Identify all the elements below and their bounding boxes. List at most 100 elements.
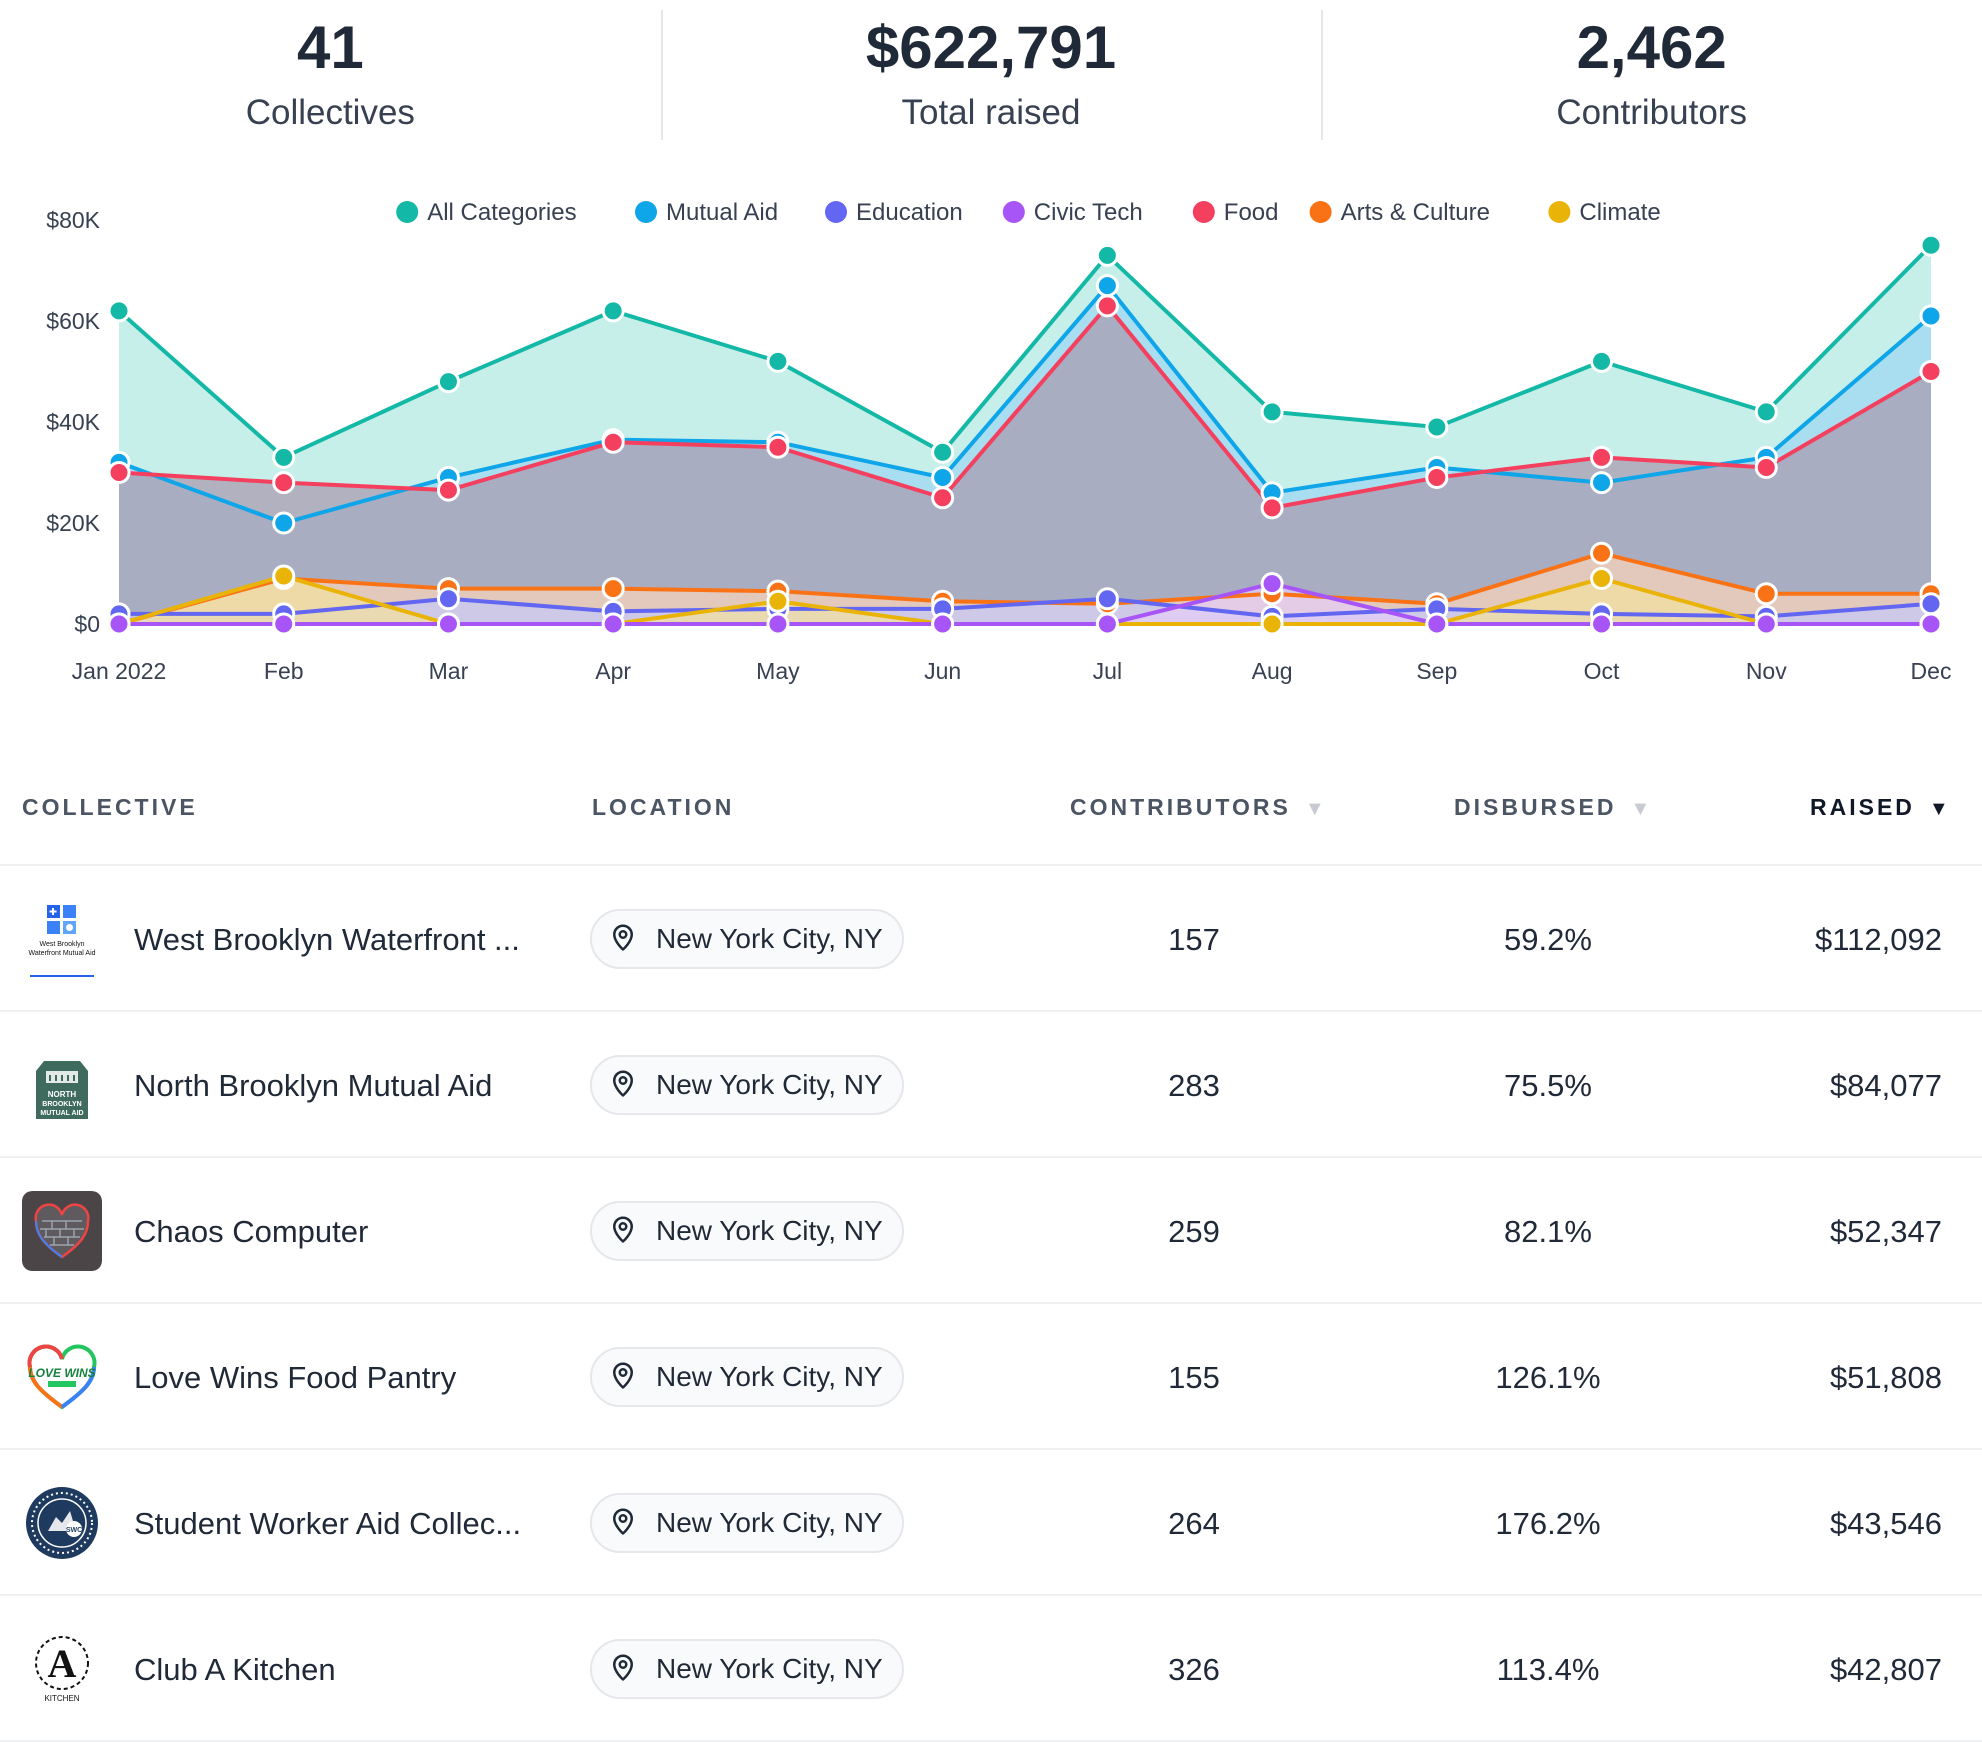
data-point — [601, 577, 625, 601]
data-point — [766, 349, 790, 373]
contributors-count: 259 — [1168, 1214, 1220, 1249]
location-text: New York City, NY — [656, 923, 883, 954]
location-tag[interactable]: New York City, NY — [590, 1201, 904, 1261]
location-text: New York City, NY — [656, 1507, 883, 1538]
collective-name-link[interactable]: Chaos Computer — [134, 1214, 369, 1249]
raised-over-time-chart: $0 $20K $40K $60K $80K Jan 2022 Feb Mar Apr May Ju… — [0, 180, 1982, 700]
map-pin-icon — [608, 1652, 656, 1687]
series-line — [118, 303, 1933, 510]
data-point — [1590, 612, 1614, 636]
map-pin-icon — [608, 1068, 656, 1103]
collective-name-link[interactable]: Club A Kitchen — [134, 1652, 336, 1687]
disbursed-percent: 75.5% — [1504, 1068, 1592, 1103]
data-point — [1260, 400, 1284, 424]
stat-label: Contributors — [1556, 93, 1747, 132]
column-header-disbursed[interactable]: DISBURSED ▼ — [1454, 792, 1650, 824]
disbursed-percent: 126.1% — [1495, 1360, 1601, 1395]
x-tick-label: Sep — [1416, 658, 1457, 684]
svg-text:KITCHEN: KITCHEN — [44, 1694, 79, 1703]
data-point — [1095, 243, 1119, 267]
table-row[interactable]: West Brooklyn Waterfront Mutual Aid West B… — [0, 866, 1982, 1012]
column-header-label: RAISED — [1810, 794, 1915, 820]
data-point — [1095, 587, 1119, 611]
data-point — [931, 486, 955, 510]
data-point — [1095, 274, 1119, 298]
column-header-label: COLLECTIVE — [22, 794, 198, 820]
legend-swatch — [825, 201, 847, 223]
data-point — [1590, 541, 1614, 565]
data-point — [1754, 455, 1778, 479]
legend-label: All Categories — [427, 199, 576, 226]
location-text: New York City, NY — [656, 1361, 883, 1392]
column-header-raised[interactable]: RAISED ▼ — [1810, 792, 1949, 824]
column-header-contributors[interactable]: CONTRIBUTORS ▼ — [1070, 792, 1325, 824]
collective-name-link[interactable]: Love Wins Food Pantry — [134, 1360, 457, 1395]
stat-label: Total raised — [901, 93, 1081, 132]
table-body: West Brooklyn Waterfront Mutual Aid West B… — [0, 866, 1982, 1742]
location-tag[interactable]: New York City, NY — [590, 909, 904, 969]
collectives-table: COLLECTIVE LOCATION CONTRIBUTORS ▼ DISBUR… — [0, 760, 1982, 1742]
legend-label: Food — [1224, 199, 1279, 226]
y-tick-label: $20K — [46, 510, 100, 536]
data-point — [1425, 415, 1449, 439]
legend-swatch — [1002, 201, 1025, 223]
data-point — [601, 299, 625, 323]
sort-icon: ▼ — [1928, 798, 1949, 820]
sort-icon: ▼ — [1304, 798, 1325, 820]
stat-value: $622,791 — [865, 14, 1117, 81]
x-tick-label: Nov — [1746, 658, 1787, 684]
x-tick-label: Jan 2022 — [72, 658, 167, 684]
y-tick-label: $40K — [46, 409, 100, 435]
x-tick-label: Dec — [1911, 658, 1952, 684]
location-tag[interactable]: New York City, NY — [590, 1639, 904, 1699]
table-row[interactable]: Chaos Computer New York City, NY 259 82.1% $… — [0, 1158, 1982, 1304]
column-header-collective[interactable]: COLLECTIVE — [22, 792, 198, 822]
data-point — [1260, 496, 1284, 520]
collective-name-link[interactable]: West Brooklyn Waterfront ... — [134, 922, 520, 957]
svg-text:SWC: SWC — [66, 1527, 82, 1534]
series-line — [119, 581, 1931, 626]
location-tag[interactable]: New York City, NY — [590, 1493, 904, 1553]
x-tick-label: Apr — [595, 658, 631, 684]
table-row[interactable]: NORTH BROOKLYN MUTUAL AID North Brooklyn Mu… — [0, 1012, 1982, 1158]
x-tick-label: Aug — [1252, 658, 1293, 684]
x-tick-label: Jul — [1093, 658, 1122, 684]
stat-value: 41 — [296, 14, 364, 81]
column-header-label: CONTRIBUTORS — [1070, 794, 1291, 820]
disbursed-percent: 59.2% — [1504, 922, 1592, 957]
data-point — [1425, 612, 1449, 636]
table-row[interactable]: A KITCHEN Club A Kitchen New York City, NY 3… — [0, 1596, 1982, 1742]
disbursed-percent: 176.2% — [1495, 1506, 1601, 1541]
data-point — [436, 587, 460, 611]
location-text: New York City, NY — [656, 1653, 883, 1684]
svg-text:BROOKLYN: BROOKLYN — [42, 1101, 81, 1108]
table-row[interactable]: SWC Student Worker Aid Collec... New York … — [0, 1450, 1982, 1596]
data-point — [1095, 612, 1119, 636]
contributors-count: 326 — [1168, 1652, 1220, 1687]
data-point — [1754, 400, 1778, 424]
legend-swatch — [1192, 201, 1215, 223]
collective-logo: NORTH BROOKLYN MUTUAL AID — [22, 1045, 102, 1125]
table-row[interactable]: LOVE WINS Love Wins Food Pantry New York C… — [0, 1304, 1982, 1450]
data-point — [931, 440, 955, 464]
map-pin-icon — [608, 922, 656, 957]
legend-label: Education — [856, 199, 963, 226]
stats-bar: 41 Collectives $622,791 Total raised 2,4… — [0, 0, 1982, 145]
location-tag[interactable]: New York City, NY — [590, 1055, 904, 1115]
raised-amount: $52,347 — [1829, 1214, 1942, 1249]
data-point — [931, 466, 955, 490]
legend-label: Arts & Culture — [1341, 199, 1490, 226]
data-point — [1260, 612, 1284, 636]
map-pin-icon — [608, 1506, 656, 1541]
data-point — [601, 430, 625, 454]
data-point — [1425, 466, 1449, 490]
data-point — [436, 612, 460, 636]
raised-amount: $112,092 — [1815, 922, 1942, 957]
location-tag[interactable]: New York City, NY — [590, 1347, 904, 1407]
legend-swatch — [396, 201, 419, 223]
collective-name-link[interactable]: Student Worker Aid Collec... — [134, 1506, 522, 1541]
collective-name-link[interactable]: North Brooklyn Mutual Aid — [134, 1068, 493, 1103]
table-header: COLLECTIVE LOCATION CONTRIBUTORS ▼ DISBUR… — [0, 760, 1982, 866]
svg-text:LOVE WINS: LOVE WINS — [28, 1366, 95, 1380]
column-header-location[interactable]: LOCATION — [592, 792, 734, 822]
